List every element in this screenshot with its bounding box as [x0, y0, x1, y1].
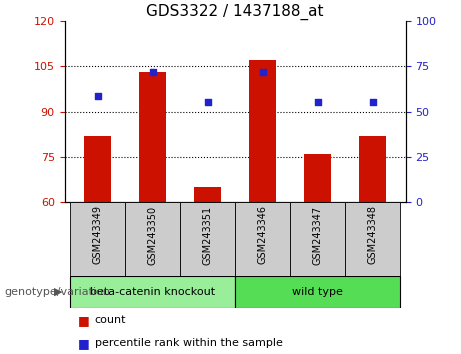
- Text: beta-catenin knockout: beta-catenin knockout: [90, 287, 215, 297]
- Point: [204, 100, 211, 105]
- Bar: [359, 136, 386, 202]
- Bar: [180, 202, 235, 276]
- Text: ■: ■: [78, 337, 90, 350]
- Bar: [139, 73, 166, 202]
- Point: [94, 93, 101, 99]
- Text: ▶: ▶: [54, 287, 62, 297]
- Bar: [345, 202, 400, 276]
- Point: [314, 100, 321, 105]
- Bar: [84, 136, 111, 202]
- Point: [149, 70, 156, 75]
- Bar: [70, 276, 235, 308]
- Bar: [235, 276, 400, 308]
- Bar: [194, 187, 221, 202]
- Bar: [290, 202, 345, 276]
- Text: GSM243348: GSM243348: [368, 205, 378, 264]
- Text: GSM243351: GSM243351: [202, 205, 213, 265]
- Point: [369, 100, 376, 105]
- Bar: [304, 154, 331, 202]
- Text: percentile rank within the sample: percentile rank within the sample: [95, 338, 283, 348]
- Text: GSM243350: GSM243350: [148, 205, 158, 265]
- Text: count: count: [95, 315, 126, 325]
- Text: wild type: wild type: [292, 287, 343, 297]
- Text: genotype/variation: genotype/variation: [5, 287, 111, 297]
- Text: GSM243349: GSM243349: [93, 205, 102, 264]
- Text: GSM243346: GSM243346: [258, 205, 268, 264]
- Bar: [125, 202, 180, 276]
- Bar: [249, 60, 277, 202]
- Text: ■: ■: [78, 314, 90, 327]
- Bar: [70, 202, 125, 276]
- Bar: [235, 202, 290, 276]
- Text: GSM243347: GSM243347: [313, 205, 323, 265]
- Point: [259, 70, 266, 75]
- Title: GDS3322 / 1437188_at: GDS3322 / 1437188_at: [146, 4, 324, 20]
